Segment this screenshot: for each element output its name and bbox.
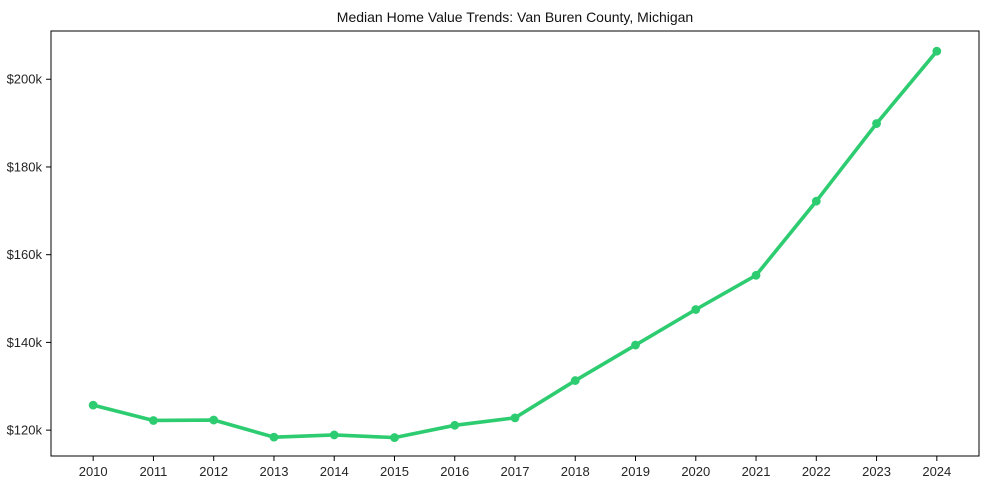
data-point-marker — [329, 430, 339, 440]
x-tick-label: 2018 — [561, 464, 590, 479]
x-tick-label: 2012 — [199, 464, 228, 479]
x-tick-label: 2023 — [862, 464, 891, 479]
plot-border — [50, 30, 980, 457]
x-tick-label: 2016 — [440, 464, 469, 479]
data-point-marker — [88, 400, 98, 410]
x-tick-label: 2022 — [802, 464, 831, 479]
data-point-marker — [631, 340, 640, 350]
data-point-marker — [570, 376, 580, 385]
data-point-marker — [691, 305, 701, 314]
x-tick-label: 2021 — [742, 464, 771, 479]
x-tick-label: 2014 — [320, 464, 349, 479]
data-point-marker — [751, 270, 761, 280]
data-point-marker — [932, 46, 942, 56]
line-series — [88, 46, 942, 442]
data-point-marker — [390, 433, 399, 442]
y-tick-label: $120k — [7, 423, 43, 438]
data-point-marker — [872, 119, 881, 128]
y-axis: $120k $140k $160k $180k $200k — [7, 72, 51, 438]
data-point-marker — [209, 415, 219, 425]
x-tick-label: 2017 — [501, 464, 530, 479]
x-tick-label: 2010 — [79, 464, 108, 479]
y-tick-label: $200k — [7, 72, 43, 87]
y-tick-label: $180k — [7, 159, 43, 174]
x-tick-label: 2019 — [621, 464, 650, 479]
x-tick-label: 2024 — [922, 464, 951, 479]
y-tick-label: $140k — [7, 335, 43, 350]
x-tick-label: 2011 — [139, 464, 167, 479]
x-tick-label: 2020 — [681, 464, 710, 479]
x-tick-label: 2013 — [260, 464, 289, 479]
data-point-marker — [811, 196, 821, 206]
data-point-marker — [450, 420, 460, 430]
x-tick-label: 2015 — [380, 464, 409, 479]
data-point-marker — [269, 432, 279, 442]
chart-title: Median Home Value Trends: Van Buren Coun… — [337, 9, 693, 25]
y-tick-label: $160k — [7, 247, 43, 262]
data-point-marker — [149, 416, 158, 425]
data-point-marker — [510, 413, 520, 423]
x-axis: 2010 2011 2012 2013 2014 2015 2016 2017 2018 2019… — [79, 456, 951, 479]
